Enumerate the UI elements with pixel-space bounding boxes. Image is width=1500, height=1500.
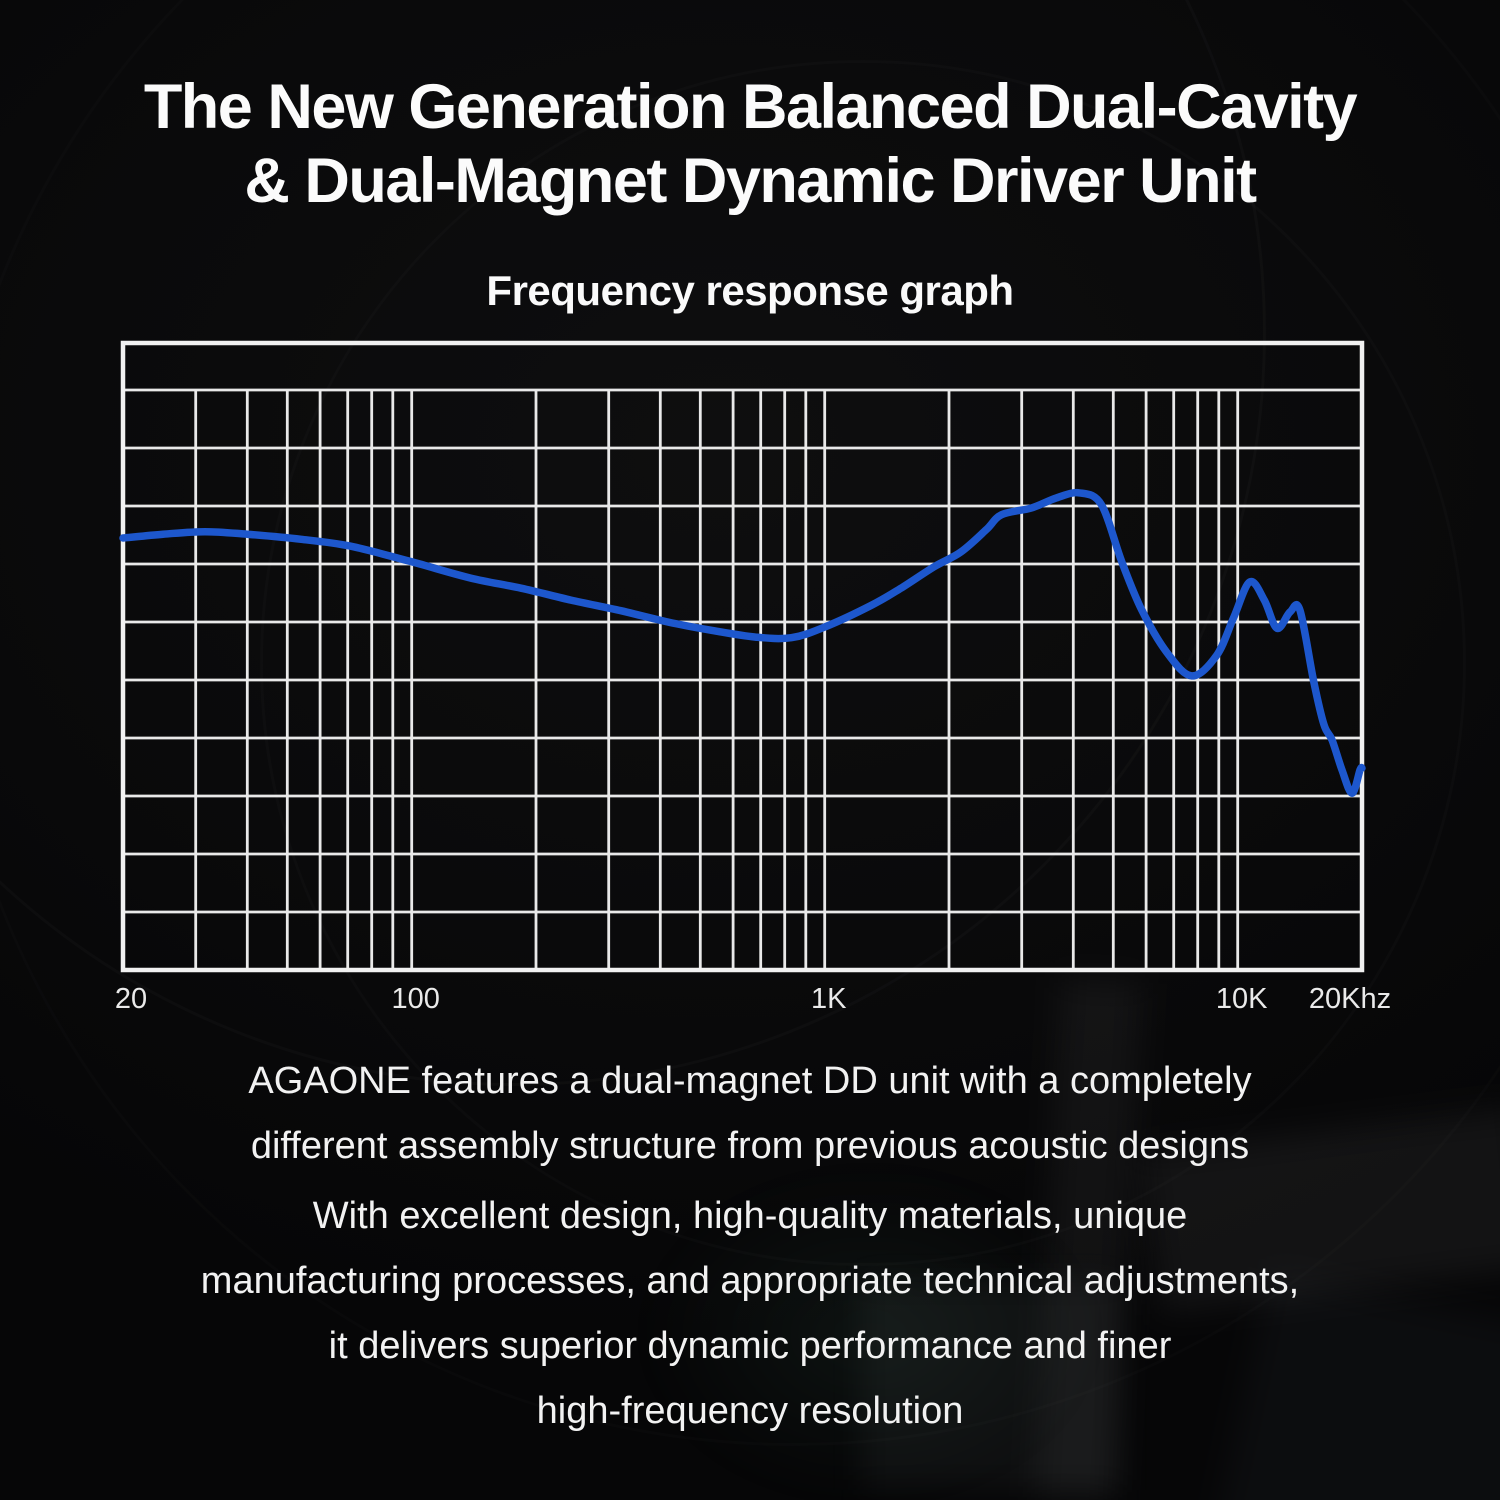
body-text-line: different assembly structure from previo… xyxy=(250,1125,1250,1167)
body-text-line: it delivers superior dynamic performance… xyxy=(328,1325,1172,1367)
body-text-line: With excellent design, high-quality mate… xyxy=(312,1195,1188,1237)
frequency-response-curve xyxy=(119,488,1366,797)
x-axis-tick-label: 1K xyxy=(811,983,847,1015)
chart-grid xyxy=(123,388,1362,970)
body-text-line: high-frequency resolution xyxy=(536,1390,964,1432)
x-axis-tick-label: 100 xyxy=(392,983,440,1015)
body-paragraph-2: With excellent design, high-quality mate… xyxy=(0,1184,1500,1444)
page-title-line-1: The New Generation Balanced Dual-Cavity xyxy=(143,72,1358,142)
chart-border xyxy=(120,340,1365,973)
x-axis-tick-label: 20 xyxy=(115,983,147,1015)
body-paragraph-1: AGAONE features a dual-magnet DD unit wi… xyxy=(0,1049,1500,1179)
page-title: The New Generation Balanced Dual-Cavity … xyxy=(0,70,1500,218)
x-axis-tick-label: 20Khz xyxy=(1309,983,1391,1015)
body-text-line: AGAONE features a dual-magnet DD unit wi… xyxy=(248,1060,1252,1102)
x-axis-tick-label: 10K xyxy=(1216,983,1268,1015)
body-text-line: manufacturing processes, and appropriate… xyxy=(200,1260,1300,1302)
chart-subtitle: Frequency response graph xyxy=(486,267,1014,314)
page-title-line-2: & Dual-Magnet Dynamic Driver Unit xyxy=(244,146,1257,216)
